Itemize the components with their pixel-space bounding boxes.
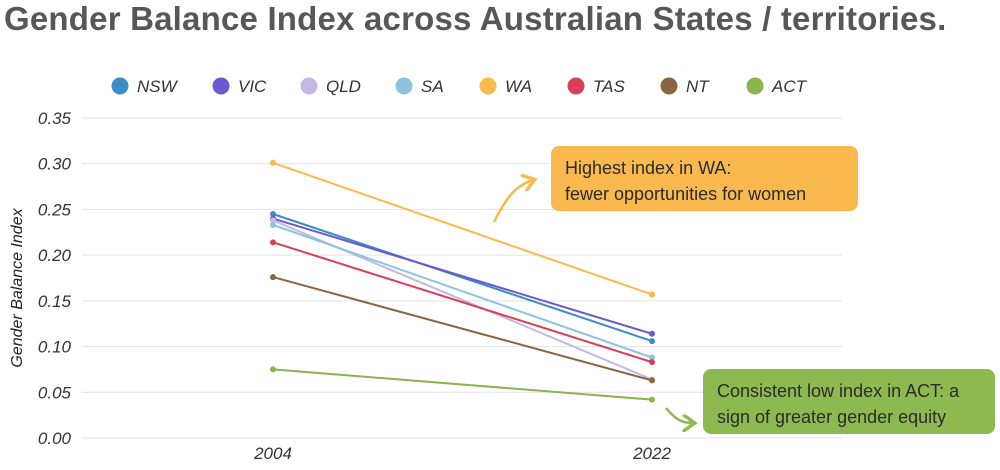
legend-item-tas: TAS: [567, 77, 625, 96]
act-callout-arrow: [665, 407, 693, 423]
y-tick-label: 0.00: [38, 429, 72, 448]
legend-label: ACT: [771, 77, 808, 96]
legend-item-act: ACT: [746, 77, 808, 96]
y-tick-label: 0.35: [38, 109, 72, 128]
series-act: [270, 366, 655, 403]
wa-annotation-line-2: fewer opportunities for women: [565, 184, 807, 204]
x-tick-label: 2022: [632, 444, 671, 463]
legend-label: NT: [686, 77, 710, 96]
data-point: [270, 366, 276, 373]
legend-item-wa: WA: [479, 77, 532, 96]
legend-marker: [395, 77, 413, 95]
series-vic: [270, 215, 655, 337]
data-point: [649, 291, 655, 298]
y-tick-label: 0.25: [38, 200, 72, 219]
series-line: [272, 217, 653, 335]
data-point: [649, 354, 655, 361]
y-tick-label: 0.05: [38, 383, 72, 402]
legend-item-nt: NT: [660, 77, 710, 96]
legend-item-vic: VIC: [212, 77, 267, 96]
act-annotation-line-1: Consistent low index in ACT: a: [717, 381, 960, 401]
series-line: [272, 213, 653, 343]
legend-label: NSW: [137, 77, 179, 96]
y-tick-label: 0.15: [38, 292, 72, 311]
series-sa: [270, 221, 655, 361]
data-point: [649, 396, 655, 403]
wa-annotation: Highest index in WA: fewer opportunities…: [551, 146, 858, 211]
series-line: [272, 241, 653, 364]
data-point: [649, 330, 655, 337]
legend-marker: [111, 77, 129, 95]
data-point: [270, 159, 276, 166]
legend-item-sa: SA: [395, 77, 444, 96]
series-line: [272, 368, 653, 401]
legend-marker: [660, 77, 678, 95]
legend-marker: [212, 77, 230, 95]
chart-title: Gender Balance Index across Australian S…: [4, 0, 947, 37]
y-tick-label: 0.10: [38, 338, 72, 357]
y-tick-label: 0.30: [38, 155, 72, 174]
series-nsw: [270, 211, 655, 345]
legend-marker: [300, 77, 318, 95]
legend: NSW VIC QLD SA WA TAS NT ACT: [111, 77, 808, 96]
legend-item-nsw: NSW: [111, 77, 179, 96]
legend-marker: [479, 77, 497, 95]
legend-label: SA: [421, 77, 444, 96]
x-tick-label: 2004: [253, 444, 292, 463]
y-tick-label: 0.20: [38, 246, 72, 265]
series-qld: [270, 217, 655, 383]
legend-item-qld: QLD: [300, 77, 361, 96]
series-tas: [270, 239, 655, 366]
data-point: [649, 359, 655, 366]
series-line: [272, 161, 653, 296]
series-wa: [270, 159, 655, 298]
data-point: [270, 217, 276, 224]
data-point: [649, 377, 655, 384]
data-point: [649, 338, 655, 345]
data-point: [270, 211, 276, 217]
act-annotation: Consistent low index in ACT: a sign of g…: [703, 369, 995, 434]
legend-label: QLD: [326, 77, 361, 96]
data-point: [270, 221, 276, 228]
legend-label: VIC: [238, 77, 267, 96]
y-axis-ticks: 0.00 0.05 0.10 0.15 0.20 0.25 0.30 0.35: [38, 109, 72, 448]
series-line: [272, 276, 653, 382]
legend-label: TAS: [593, 77, 625, 96]
series-line: [272, 224, 653, 359]
wa-callout-arrow: [492, 180, 533, 223]
wa-annotation-line-1: Highest index in WA:: [565, 158, 732, 178]
legend-label: WA: [505, 77, 532, 96]
series-nt: [270, 274, 655, 384]
data-point: [270, 239, 276, 246]
x-axis-ticks: 2004 2022: [253, 444, 671, 463]
act-annotation-line-2: sign of greater gender equity: [717, 407, 947, 427]
legend-marker: [567, 77, 585, 95]
legend-marker: [746, 77, 764, 95]
data-point: [270, 274, 276, 281]
y-axis-label: Gender Balance Index: [9, 207, 26, 367]
series-group: [270, 159, 655, 403]
